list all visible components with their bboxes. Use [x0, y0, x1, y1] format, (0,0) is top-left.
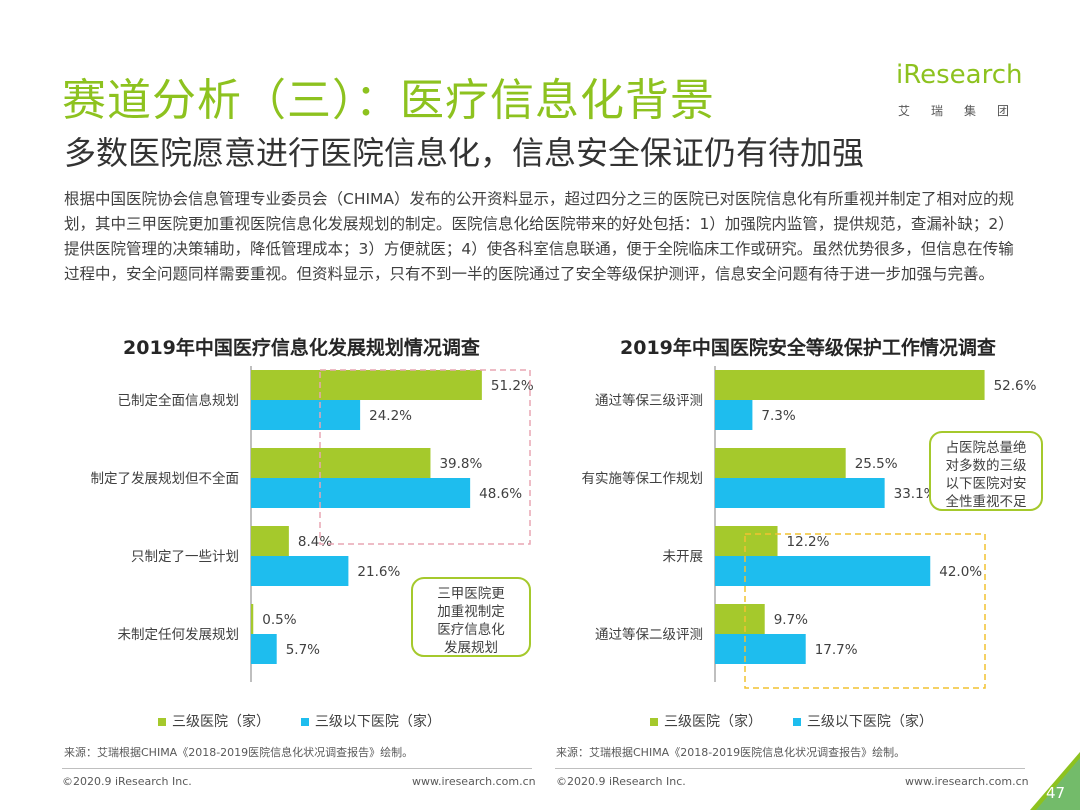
chart-2-annotation-line: 以下医院对安 [946, 476, 1027, 492]
chart-2-source: 来源：艾瑞根据CHIMA《2018-2019医院信息化状况调查报告》绘制。 [556, 746, 906, 759]
chart-2-bar-below-tier3 [715, 634, 806, 664]
chart-2-bar-tier3 [715, 604, 765, 634]
chart-2-highlight-box [744, 533, 986, 689]
chart-1-annotation-line: 医疗信息化 [437, 621, 505, 638]
chart-2-data-label: 7.3% [761, 408, 795, 424]
page-number: 47 [1046, 784, 1066, 802]
chart-2-annotation-box [929, 431, 1043, 511]
chart-1-annotation-box [411, 577, 531, 657]
chart-1-data-label: 48.6% [479, 486, 522, 502]
legend-label-tier3: 三级医院（家） [664, 714, 762, 730]
intro-paragraph: 根据中国医院协会信息管理专业委员会（CHIMA）发布的公开资料显示，超过四分之三… [64, 190, 1015, 283]
chart-1-annotation-line: 三甲医院更 [437, 586, 505, 602]
chart-1-data-label: 8.4% [298, 534, 332, 550]
logo-brand: iResearch [896, 60, 1023, 90]
chart-2-bar-below-tier3 [715, 400, 753, 430]
page-title: 赛道分析（三）：医疗信息化背景 [62, 75, 715, 126]
page-corner [1030, 752, 1080, 810]
chart-1-bar-below-tier3 [251, 478, 471, 508]
chart-1-bar-tier3 [251, 604, 254, 634]
chart-2-data-label: 33.1% [894, 486, 937, 502]
chart-2-data-label: 42.0% [939, 564, 982, 580]
legend-swatch-green [650, 718, 658, 726]
chart-2-data-label: 52.6% [994, 378, 1037, 394]
chart-1-bar-below-tier3 [251, 400, 361, 430]
chart-1-data-label: 0.5% [262, 612, 296, 628]
page-subtitle: 多数医院愿意进行医院信息化，信息安全保证仍有待加强 [64, 134, 865, 172]
legend-swatch-blue [792, 718, 801, 726]
page-corner-shade [1036, 758, 1080, 810]
chart-1: 已制定全面信息规划 51.2% 24.2% 制定了发展规划但不全面 39.8% 48.6%… [91, 366, 534, 682]
chart-2-data-label: 25.5% [855, 456, 898, 472]
chart-1-data-label: 39.8% [439, 456, 482, 472]
chart-1-bar-below-tier3 [251, 556, 349, 586]
chart-2-bar-tier3 [715, 526, 778, 556]
chart-2-bar-tier3 [715, 370, 985, 400]
legend-label-below-tier3: 三级以下医院（家） [314, 714, 441, 730]
chart-1-highlight-box [319, 369, 531, 545]
chart-1-data-label: 5.7% [286, 642, 320, 658]
chart-2-annotation-line: 全性重视不足 [946, 493, 1027, 510]
chart-1-category-label: 未制定任何发展规划 [118, 627, 240, 643]
chart-1-bar-tier3 [251, 526, 289, 556]
chart-2-category-label: 通过等保二级评测 [595, 626, 703, 643]
chart-2-bar-below-tier3 [715, 556, 931, 586]
chart-2-title: 2019年中国医院安全等级保护工作情况调查 [620, 337, 996, 359]
legend-swatch-green [158, 718, 166, 726]
chart-1-bar-below-tier3 [251, 634, 277, 664]
chart-2-legend: 三级医院（家） 三级以下医院（家） [650, 711, 933, 731]
chart-1-category-label: 已制定全面信息规划 [118, 392, 240, 409]
footer-copyright-right: ©2020.9 iResearch Inc. [556, 775, 686, 788]
chart-2-annotation-line: 对多数的三级 [946, 457, 1027, 474]
chart-1-data-label: 24.2% [369, 408, 412, 424]
legend-label-tier3: 三级医院（家） [172, 714, 270, 730]
footer-copyright-left: ©2020.9 iResearch Inc. [62, 775, 192, 788]
chart-1-data-label: 51.2% [491, 378, 534, 394]
chart-1-category-label: 制定了发展规划但不全面 [91, 470, 240, 487]
chart-2-category-label: 未开展 [663, 549, 704, 565]
chart-1-title: 2019年中国医疗信息化发展规划情况调查 [123, 337, 480, 359]
chart-1-data-label: 21.6% [357, 564, 400, 580]
chart-1-legend: 三级医院（家） 三级以下医院（家） [158, 711, 441, 731]
chart-1-bar-tier3 [251, 370, 482, 400]
chart-1-category-label: 只制定了一些计划 [131, 549, 239, 565]
chart-2-bar-tier3 [715, 448, 846, 478]
chart-2-bar-below-tier3 [715, 478, 885, 508]
chart-1-source: 来源：艾瑞根据CHIMA《2018-2019医院信息化状况调查报告》绘制。 [64, 746, 414, 759]
iresearch-logo: iResearch 艾瑞集团 [896, 60, 1026, 126]
chart-2-data-label: 17.7% [815, 642, 858, 658]
chart-2-data-label: 12.2% [787, 534, 830, 550]
chart-1-annotation-line: 发展规划 [444, 640, 498, 656]
chart-1-annotation-line: 加重视制定 [437, 604, 505, 620]
chart-2-data-label: 9.7% [774, 612, 808, 628]
legend-swatch-blue [300, 718, 309, 726]
footer-divider-left [62, 768, 532, 769]
chart-2: 通过等保三级评测 52.6% 7.3% 有实施等保工作规划 25.5% 33.1% 未开展 1… [582, 366, 1043, 689]
chart-1-bar-tier3 [251, 448, 431, 478]
chart-2-category-label: 有实施等保工作规划 [582, 470, 704, 487]
legend-label-below-tier3: 三级以下医院（家） [806, 714, 933, 730]
footer-url-left[interactable]: www.iresearch.com.cn [412, 775, 536, 788]
chart-2-category-label: 通过等保三级评测 [595, 392, 703, 409]
chart-2-annotation-line: 占医院总量绝 [946, 440, 1027, 456]
footer-divider-right [555, 768, 1025, 769]
footer-url-right[interactable]: www.iresearch.com.cn [905, 775, 1029, 788]
logo-cn: 艾瑞集团 [898, 104, 1031, 118]
